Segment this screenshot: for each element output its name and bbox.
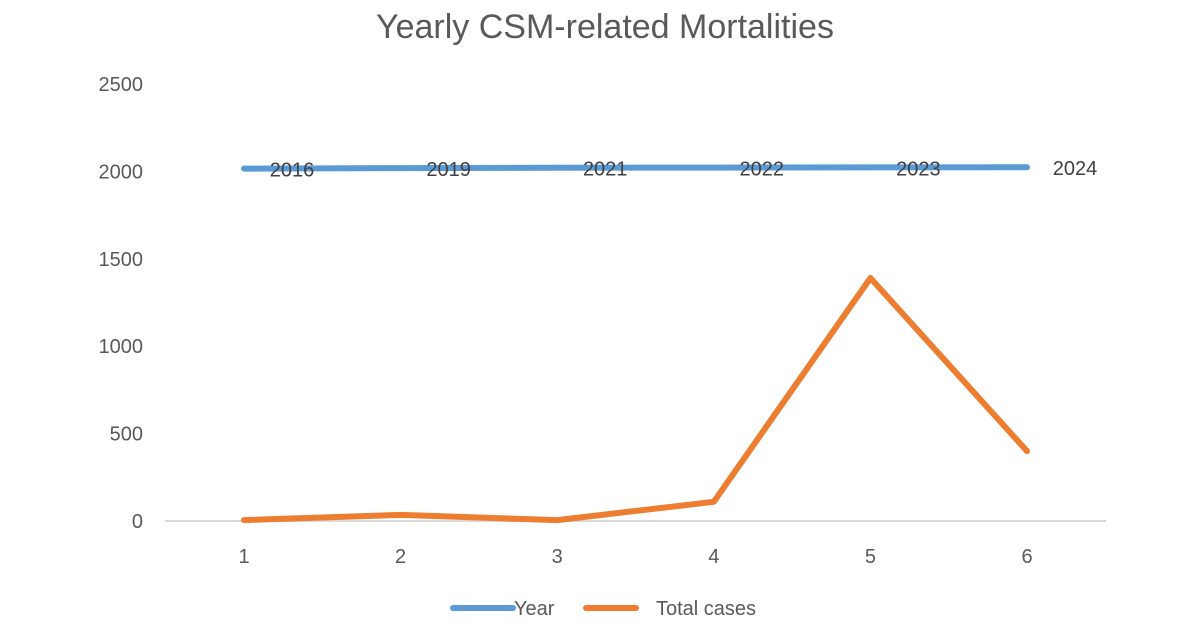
- x-tick-label: 3: [552, 546, 563, 568]
- legend: Year Total cases: [450, 598, 756, 620]
- x-axis: 1 2 3 4 5 6: [238, 546, 1032, 568]
- y-tick-label: 2000: [99, 161, 144, 183]
- series-line-year: [241, 164, 1030, 172]
- data-label: 2021: [583, 159, 628, 181]
- y-axis: 0 500 1000 1500 2000 2500: [99, 74, 144, 533]
- chart-title: Yearly CSM-related Mortalities: [376, 8, 834, 46]
- data-label: 2023: [896, 158, 941, 180]
- data-label: 2022: [740, 159, 785, 181]
- data-labels: 2016 2019 2021 2022 2023 2024: [270, 158, 1098, 181]
- data-label: 2016: [270, 160, 315, 182]
- y-tick-label: 0: [132, 511, 143, 533]
- y-tick-label: 1500: [99, 249, 144, 271]
- x-tick-label: 4: [708, 546, 719, 568]
- legend-label-total-cases: Total cases: [656, 598, 756, 620]
- x-tick-label: 6: [1021, 546, 1032, 568]
- data-label: 2024: [1053, 158, 1098, 180]
- x-tick-label: 1: [238, 546, 249, 568]
- series-line-total-cases: [241, 275, 1030, 524]
- y-tick-label: 2500: [99, 74, 144, 96]
- x-tick-label: 5: [865, 546, 876, 568]
- legend-label-year: Year: [514, 598, 555, 620]
- y-tick-label: 500: [110, 424, 143, 446]
- series-layer: [241, 164, 1030, 524]
- data-label: 2019: [426, 159, 471, 181]
- x-tick-label: 2: [395, 546, 406, 568]
- y-tick-label: 1000: [99, 336, 144, 358]
